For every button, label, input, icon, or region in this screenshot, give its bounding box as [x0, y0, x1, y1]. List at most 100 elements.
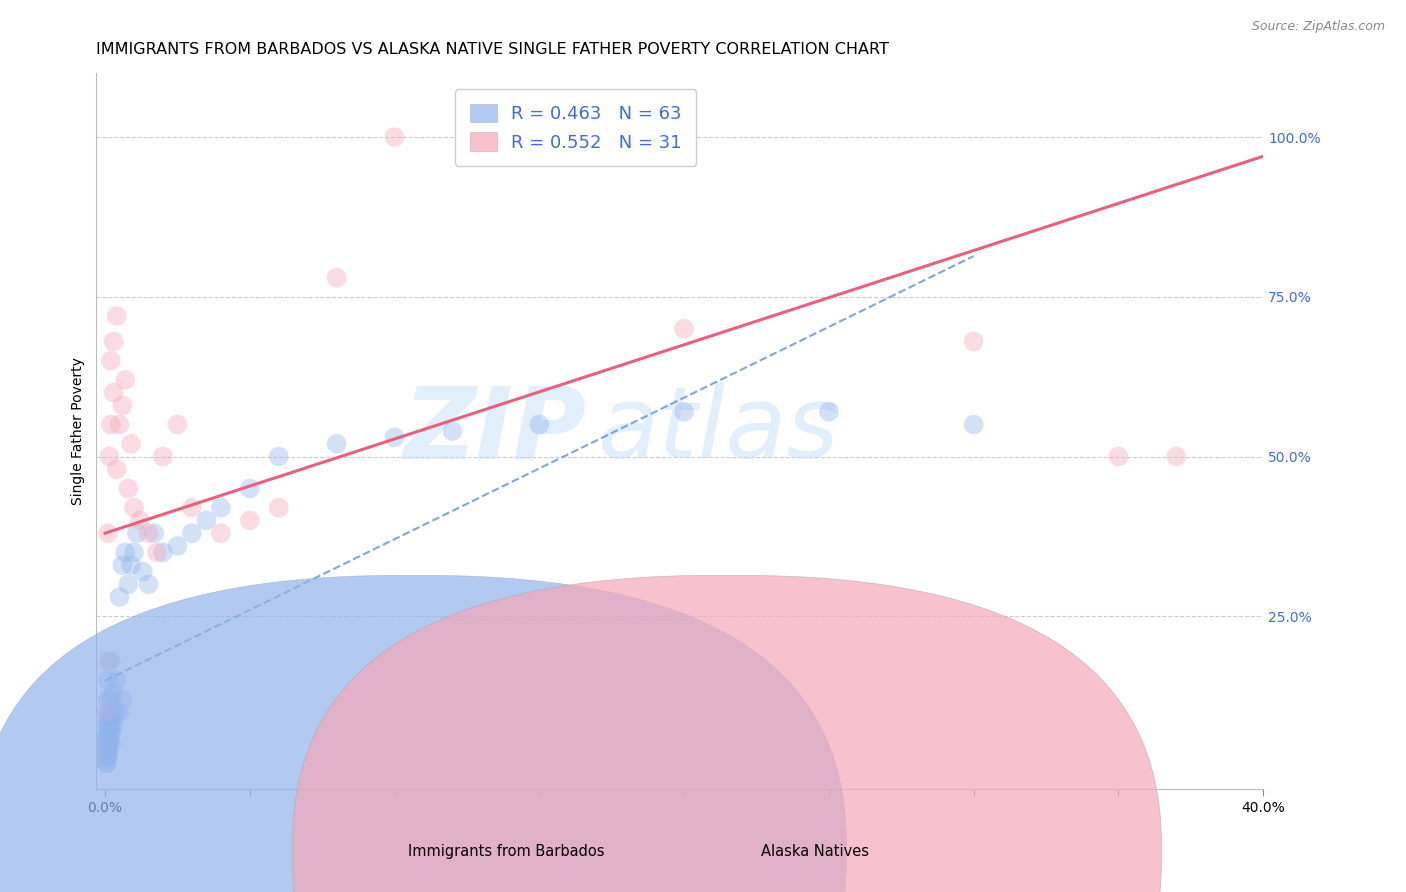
Point	[152, 450, 174, 464]
Point	[1107, 450, 1129, 464]
Point	[97, 737, 120, 751]
Point	[114, 373, 136, 387]
Point	[100, 718, 122, 732]
Text: Source: ZipAtlas.com: Source: ZipAtlas.com	[1251, 20, 1385, 33]
Point	[103, 334, 125, 349]
Point	[105, 462, 128, 476]
Text: ZIP: ZIP	[404, 383, 586, 480]
Point	[98, 724, 121, 739]
Point	[128, 513, 150, 527]
Point	[97, 718, 120, 732]
Y-axis label: Single Father Poverty: Single Father Poverty	[72, 357, 86, 505]
Point	[96, 731, 118, 745]
Point	[117, 577, 139, 591]
Point	[209, 526, 232, 541]
Point	[125, 526, 148, 541]
Point	[108, 417, 131, 432]
Point	[267, 450, 290, 464]
Point	[100, 692, 122, 706]
Point	[103, 385, 125, 400]
Point	[100, 417, 122, 432]
Point	[97, 654, 120, 668]
Point	[138, 526, 160, 541]
Point	[97, 718, 120, 732]
Point	[97, 743, 120, 757]
Point	[100, 737, 122, 751]
Point	[122, 545, 145, 559]
Point	[239, 513, 262, 527]
Point	[98, 711, 121, 725]
Point	[963, 417, 986, 432]
Point	[111, 692, 134, 706]
Text: Alaska Natives: Alaska Natives	[762, 845, 869, 859]
Point	[529, 417, 551, 432]
Point	[96, 737, 118, 751]
Point	[131, 565, 153, 579]
Text: Immigrants from Barbados: Immigrants from Barbados	[408, 845, 605, 859]
Point	[114, 545, 136, 559]
Point	[122, 500, 145, 515]
Point	[117, 482, 139, 496]
Point	[97, 731, 120, 745]
Point	[103, 686, 125, 700]
Point	[105, 705, 128, 719]
Point	[96, 756, 118, 771]
Text: atlas: atlas	[598, 383, 839, 480]
Point	[98, 705, 121, 719]
Point	[100, 724, 122, 739]
Point	[818, 405, 841, 419]
Point	[384, 430, 406, 444]
Point	[441, 424, 464, 438]
Point	[111, 558, 134, 573]
Point	[239, 482, 262, 496]
Point	[209, 500, 232, 515]
Text: IMMIGRANTS FROM BARBADOS VS ALASKA NATIVE SINGLE FATHER POVERTY CORRELATION CHAR: IMMIGRANTS FROM BARBADOS VS ALASKA NATIV…	[97, 42, 889, 57]
Point	[267, 500, 290, 515]
Point	[166, 417, 188, 432]
Point	[325, 270, 347, 285]
Point	[120, 436, 142, 450]
Point	[325, 436, 347, 450]
Point	[384, 130, 406, 145]
Point	[180, 526, 202, 541]
Point	[166, 539, 188, 553]
Point	[120, 558, 142, 573]
Point	[963, 334, 986, 349]
Point	[97, 731, 120, 745]
Point	[103, 718, 125, 732]
Point	[101, 705, 124, 719]
Point	[143, 526, 166, 541]
Point	[100, 353, 122, 368]
Point	[96, 705, 118, 719]
Point	[105, 309, 128, 323]
Point	[96, 756, 118, 771]
Legend: R = 0.463   N = 63, R = 0.552   N = 31: R = 0.463 N = 63, R = 0.552 N = 31	[456, 89, 696, 166]
Point	[97, 749, 120, 764]
Point	[180, 500, 202, 515]
Point	[108, 590, 131, 604]
Point	[108, 705, 131, 719]
Point	[101, 711, 124, 725]
Point	[96, 743, 118, 757]
Point	[152, 545, 174, 559]
Point	[97, 711, 120, 725]
Point	[98, 450, 121, 464]
Point	[105, 673, 128, 687]
Point	[138, 577, 160, 591]
Point	[673, 405, 696, 419]
Point	[673, 322, 696, 336]
Point	[97, 526, 120, 541]
Point	[96, 743, 118, 757]
Point	[98, 724, 121, 739]
Point	[100, 654, 122, 668]
Point	[96, 731, 118, 745]
Point	[97, 692, 120, 706]
Point	[96, 724, 118, 739]
Point	[1166, 450, 1188, 464]
Point	[98, 737, 121, 751]
Point	[96, 749, 118, 764]
Point	[195, 513, 218, 527]
Point	[97, 673, 120, 687]
Point	[146, 545, 169, 559]
Point	[111, 399, 134, 413]
